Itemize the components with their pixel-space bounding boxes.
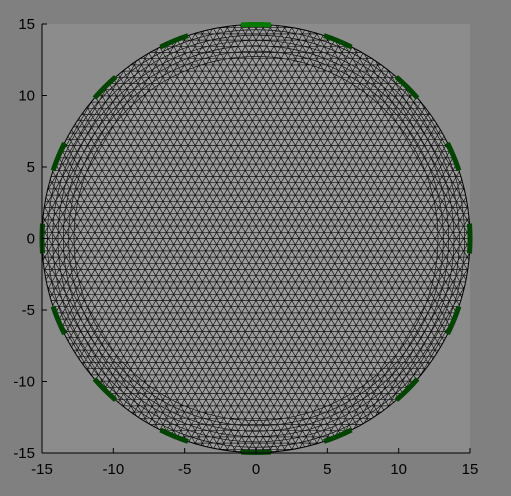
x-tick-label: -5 xyxy=(178,461,191,478)
electrode-12 xyxy=(50,305,67,336)
x-tick-label: -15 xyxy=(31,461,53,478)
mesh-edges xyxy=(41,24,471,453)
electrode-15 xyxy=(92,75,118,100)
electrode-1 xyxy=(240,21,272,28)
electrode-14 xyxy=(50,141,67,172)
electrode-10 xyxy=(159,427,189,444)
electrodes xyxy=(39,21,473,456)
electrode-6 xyxy=(445,305,462,336)
electrode-16 xyxy=(159,33,189,50)
electrode-8 xyxy=(323,427,353,444)
x-tick-label: 15 xyxy=(462,461,479,478)
y-tick-label: 10 xyxy=(18,88,35,105)
x-tick-label: 10 xyxy=(390,461,407,478)
electrode-4 xyxy=(445,141,462,172)
triangle-mesh xyxy=(41,24,471,453)
y-tick-label: -10 xyxy=(13,374,35,391)
electrode-3 xyxy=(394,75,420,100)
electrode-11 xyxy=(92,377,118,402)
y-tick-label: 5 xyxy=(27,159,35,176)
x-tick-label: 0 xyxy=(252,461,260,478)
electrode-7 xyxy=(394,377,420,402)
y-tick-label: -15 xyxy=(13,445,35,462)
y-axis-ticks: 15 10 5 0 -5 -10 -15 xyxy=(13,16,47,462)
electrode-2 xyxy=(323,33,353,50)
x-axis-ticks: -15 -10 -5 0 5 10 15 xyxy=(31,448,478,478)
y-tick-label: 0 xyxy=(27,231,35,248)
x-tick-label: -10 xyxy=(102,461,124,478)
electrode-5 xyxy=(466,223,473,254)
y-tick-label: -5 xyxy=(22,302,35,319)
y-tick-label: 15 xyxy=(18,16,35,33)
x-tick-label: 5 xyxy=(323,461,331,478)
